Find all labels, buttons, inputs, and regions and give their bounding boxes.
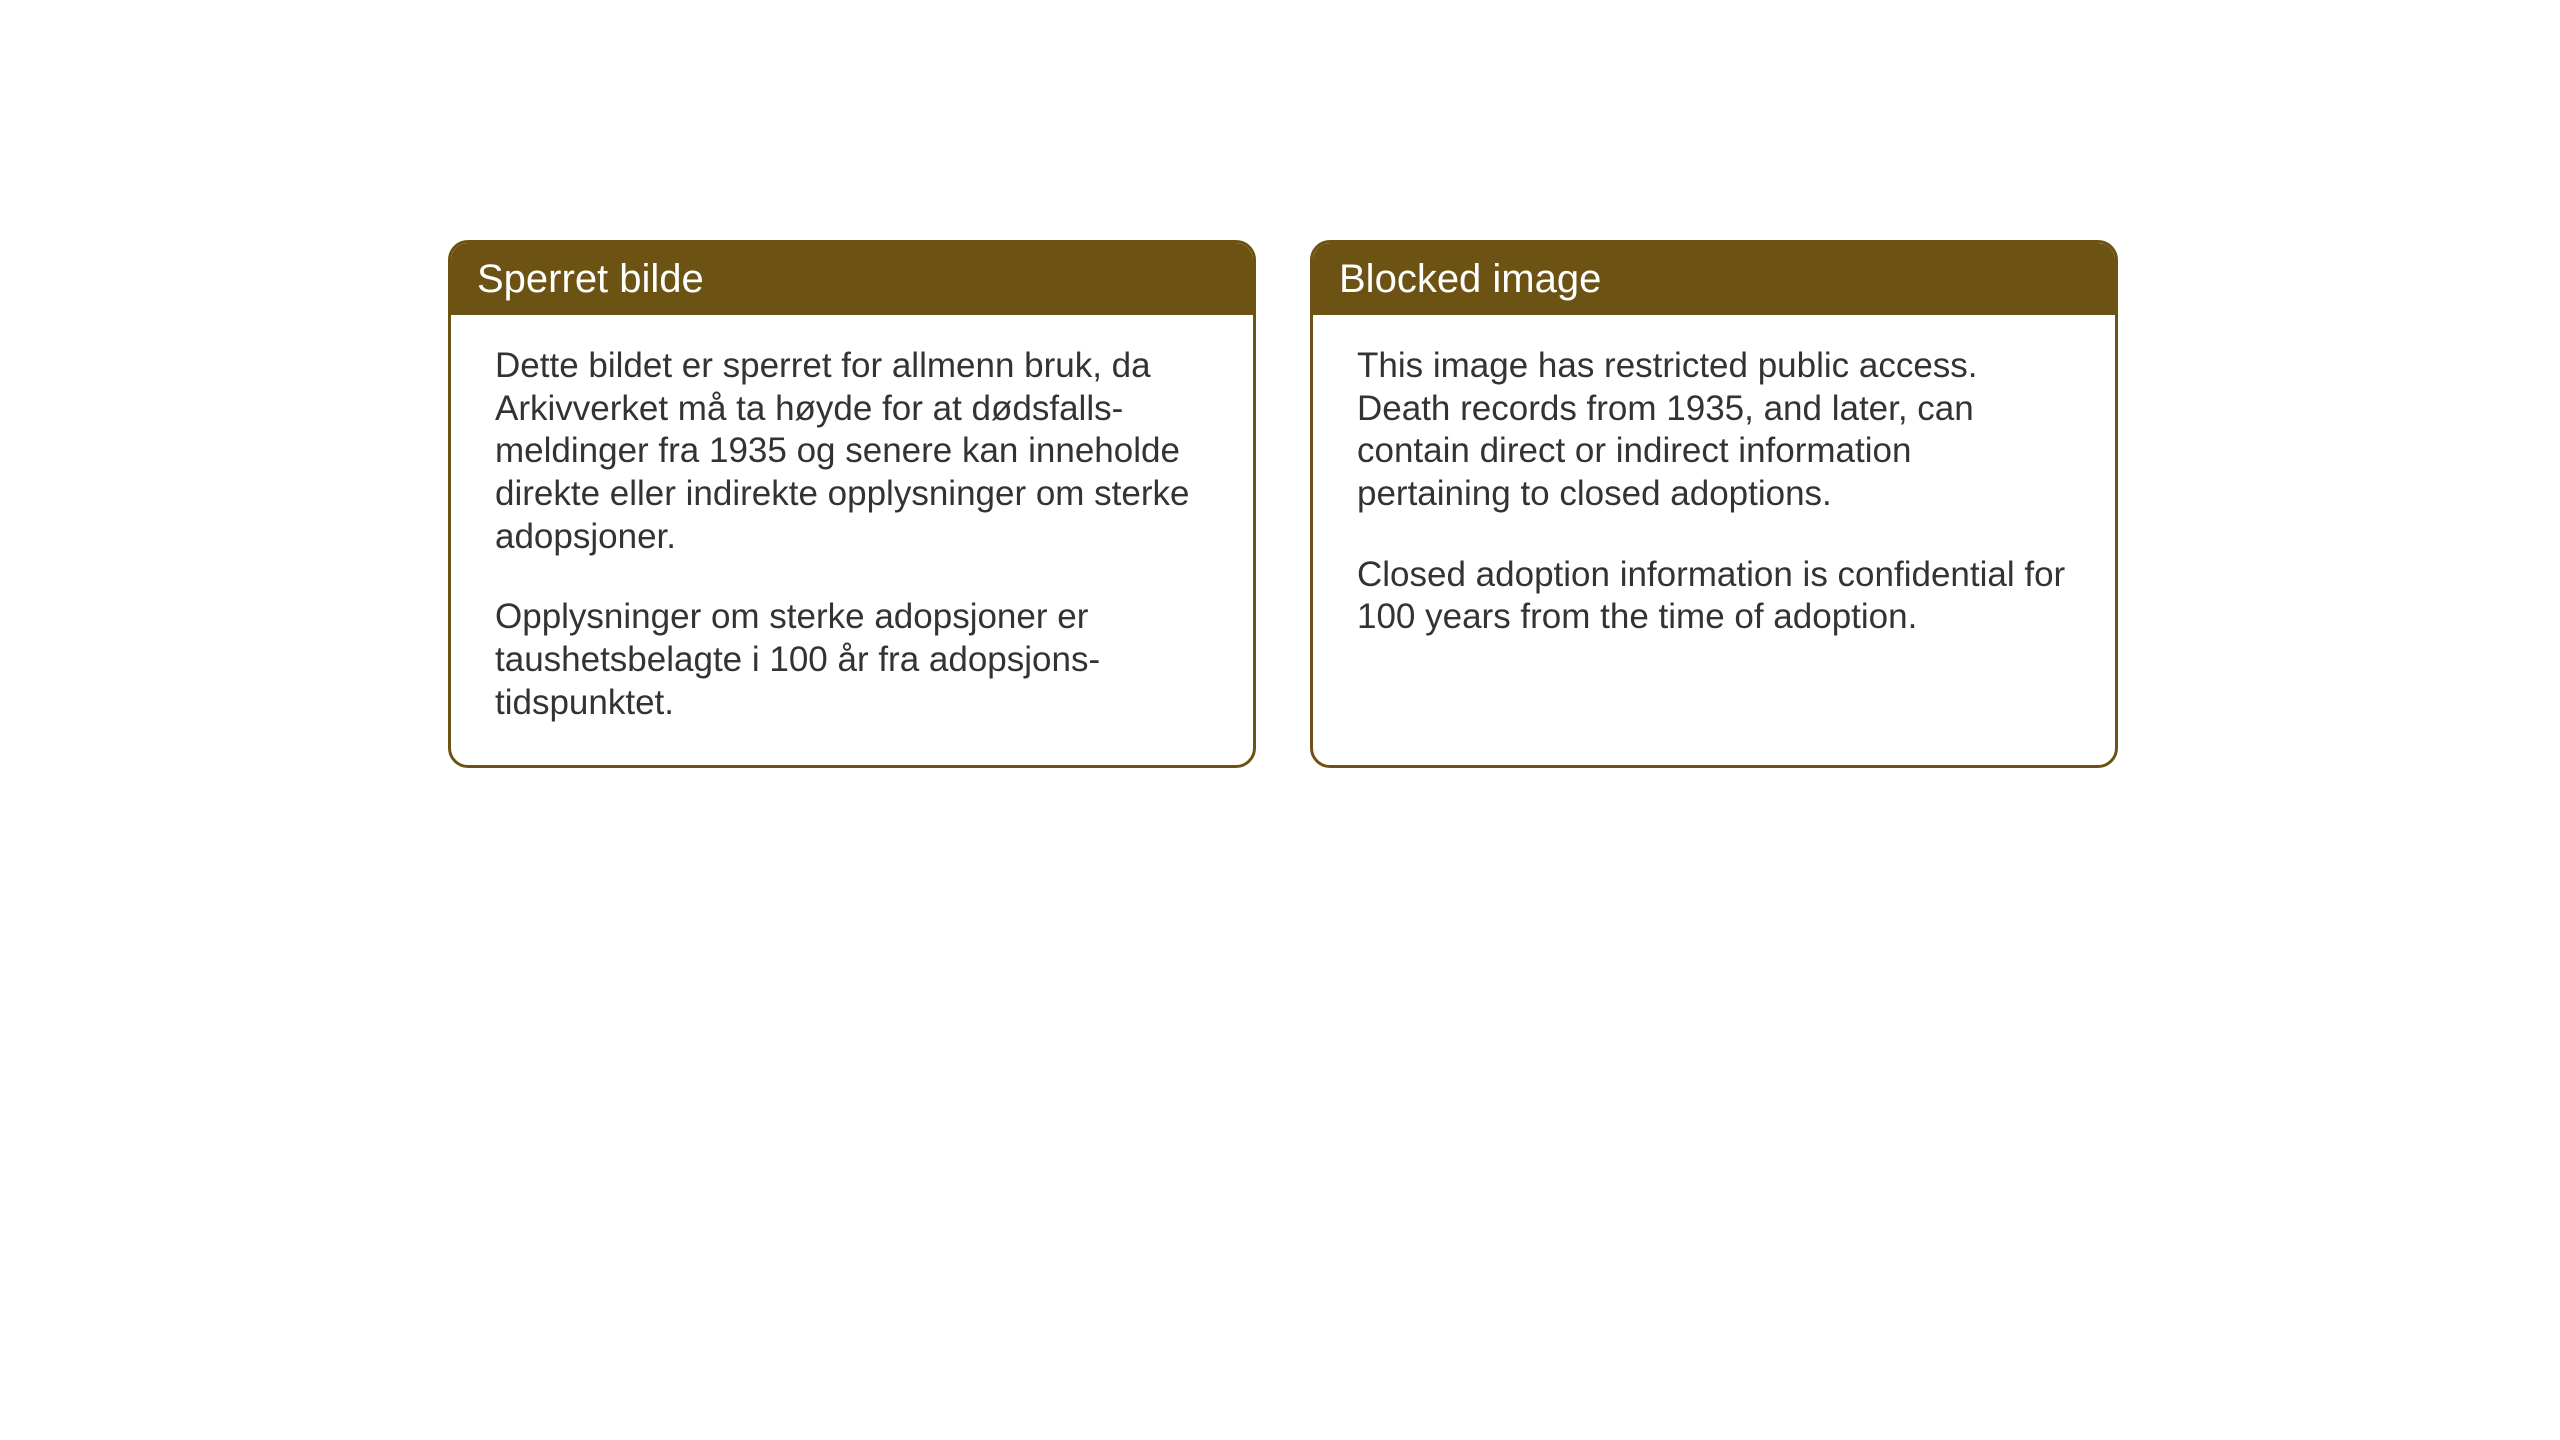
english-paragraph-1: This image has restricted public access.…	[1357, 345, 2071, 516]
english-paragraph-2: Closed adoption information is confident…	[1357, 554, 2071, 639]
norwegian-card-body: Dette bildet er sperret for allmenn bruk…	[451, 315, 1253, 765]
norwegian-notice-card: Sperret bilde Dette bildet er sperret fo…	[448, 240, 1256, 768]
english-notice-card: Blocked image This image has restricted …	[1310, 240, 2118, 768]
english-card-title: Blocked image	[1339, 257, 1601, 301]
notice-cards-container: Sperret bilde Dette bildet er sperret fo…	[448, 240, 2118, 768]
norwegian-card-header: Sperret bilde	[451, 243, 1253, 315]
norwegian-paragraph-2: Opplysninger om sterke adopsjoner er tau…	[495, 596, 1209, 724]
norwegian-card-title: Sperret bilde	[477, 257, 704, 301]
norwegian-paragraph-1: Dette bildet er sperret for allmenn bruk…	[495, 345, 1209, 558]
english-card-body: This image has restricted public access.…	[1313, 315, 2115, 679]
english-card-header: Blocked image	[1313, 243, 2115, 315]
